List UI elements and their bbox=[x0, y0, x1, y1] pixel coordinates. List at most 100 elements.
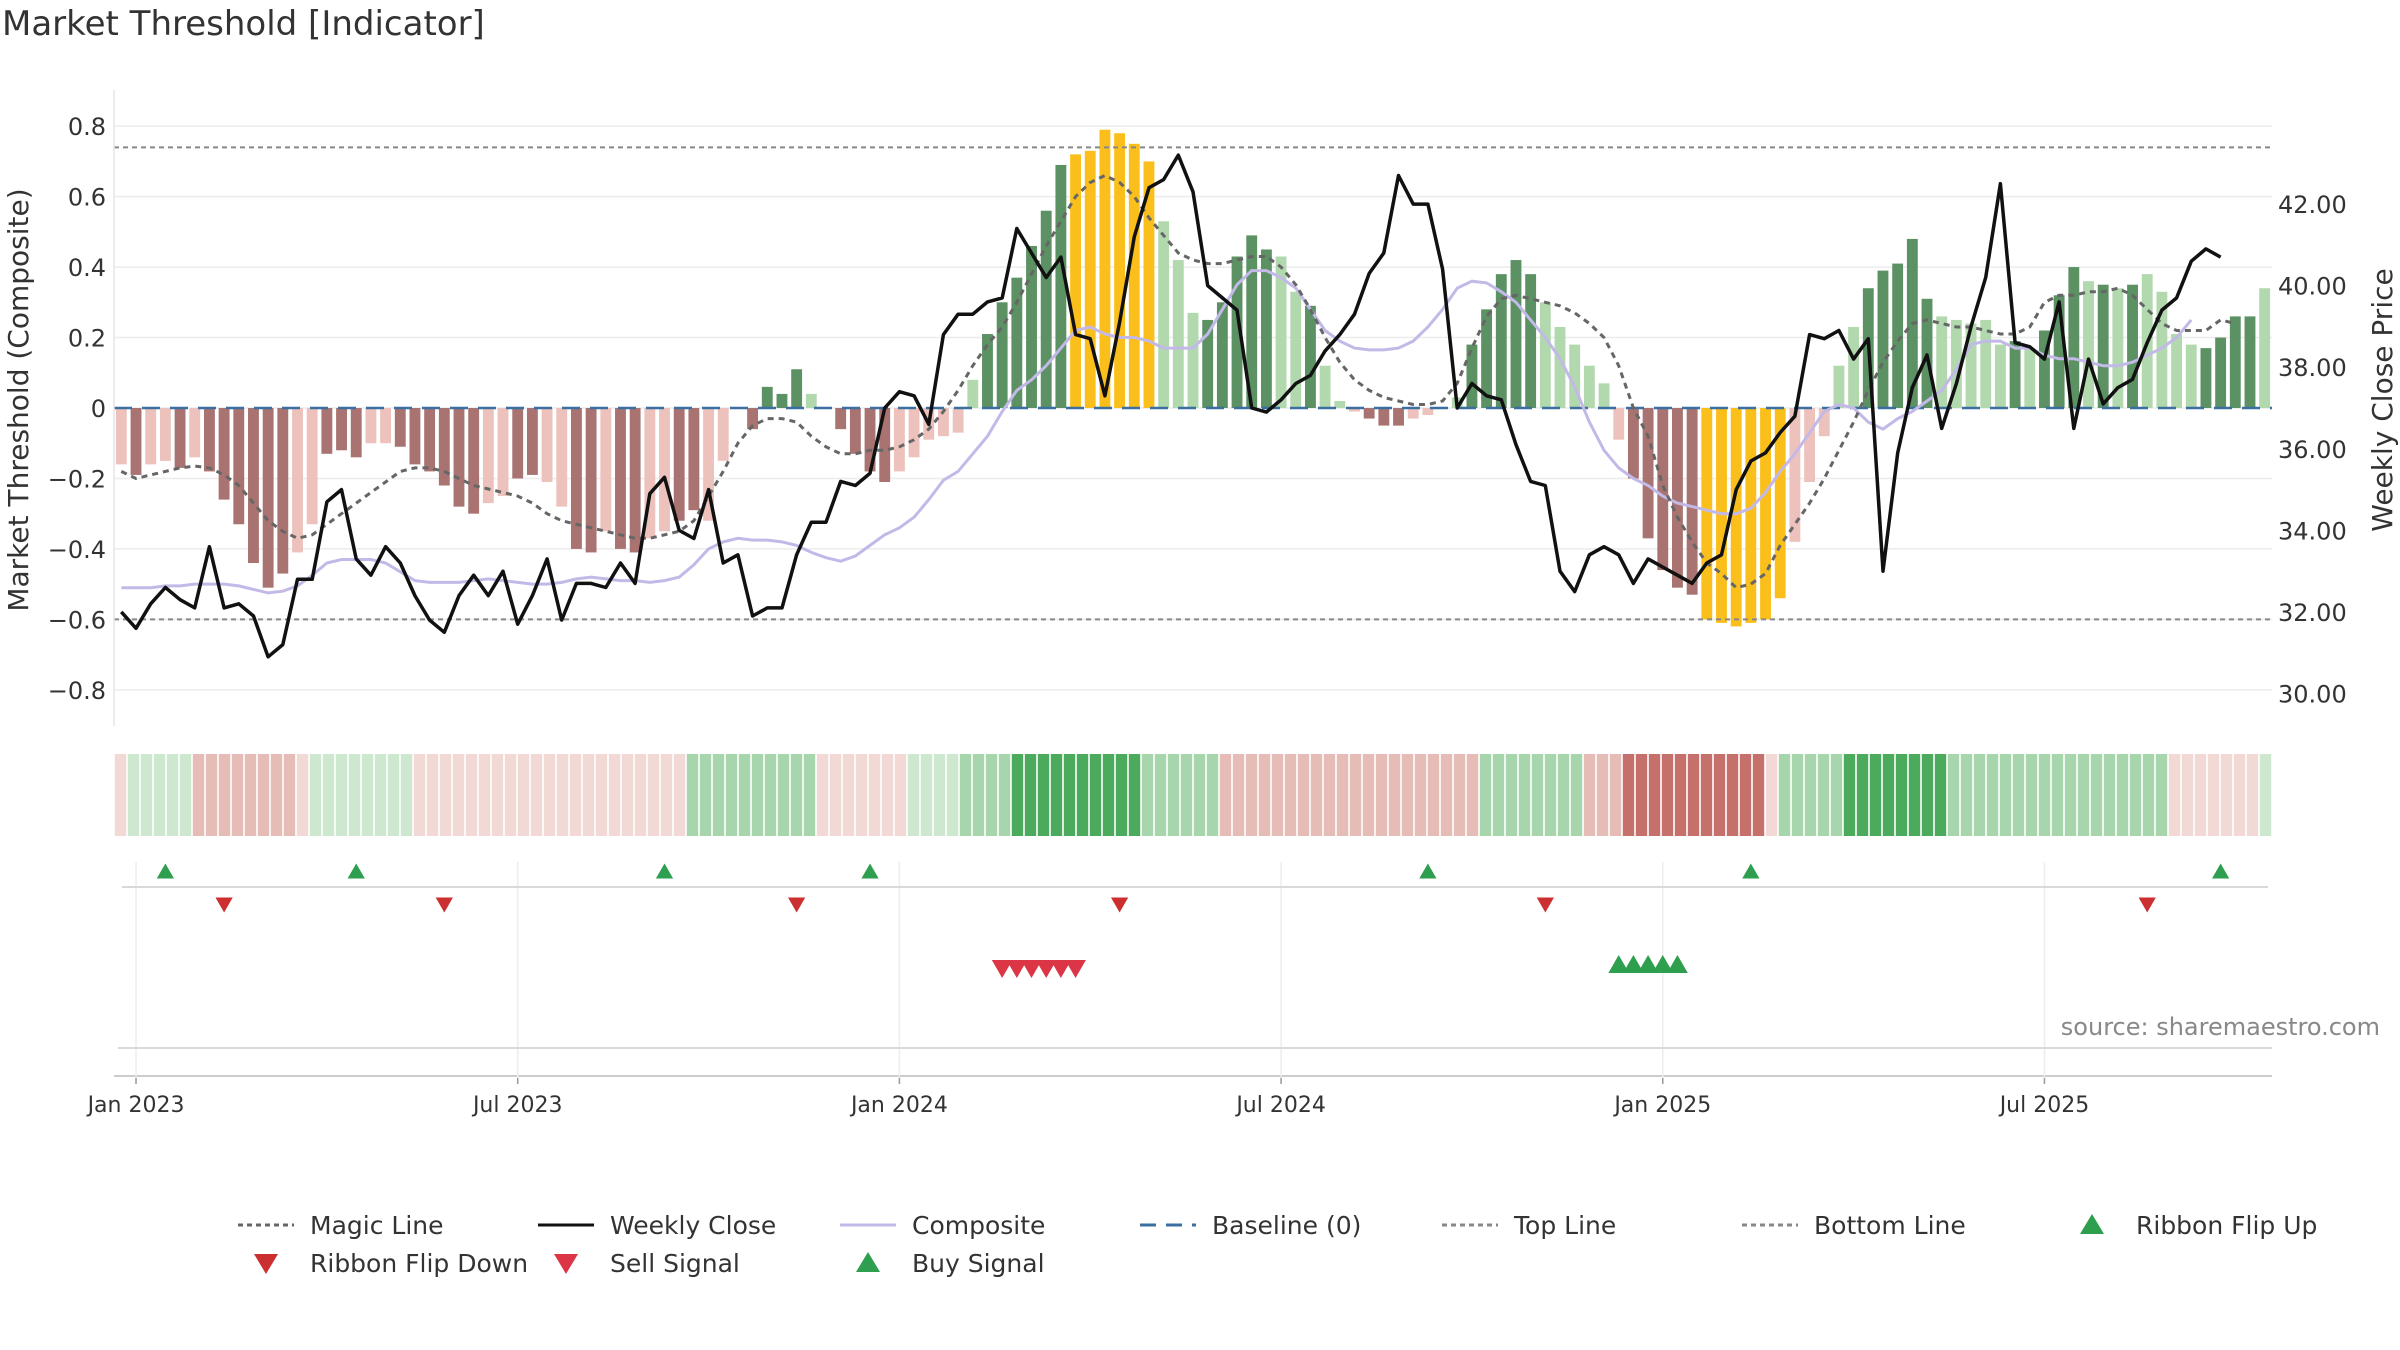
y2-tick-label: 34.00 bbox=[2278, 517, 2347, 545]
y2-tick-label: 36.00 bbox=[2278, 436, 2347, 464]
ribbon-cell bbox=[1596, 754, 1609, 836]
ribbon-cell bbox=[2103, 754, 2116, 836]
ribbon-cell bbox=[686, 754, 699, 836]
buy-signal-marker bbox=[1667, 955, 1688, 973]
legend-label: Composite bbox=[912, 1210, 1046, 1240]
ribbon-cell bbox=[2142, 754, 2155, 836]
ribbon-cell bbox=[946, 754, 959, 836]
ribbon-cell bbox=[1505, 754, 1518, 836]
ribbon-cell bbox=[907, 754, 920, 836]
threshold-bar bbox=[1099, 129, 1111, 409]
legend-symbol bbox=[1742, 1223, 1798, 1227]
legend-symbol bbox=[254, 1254, 278, 1274]
ribbon-cell bbox=[530, 754, 543, 836]
threshold-bar bbox=[835, 408, 847, 430]
ribbon-flip-down-marker bbox=[1110, 897, 1129, 913]
weekly-close-line bbox=[119, 153, 2222, 659]
signal-panels bbox=[118, 862, 2272, 1078]
ribbon-flip-down-marker bbox=[215, 897, 233, 913]
legend-item: Composite bbox=[838, 1210, 1045, 1240]
threshold-bar bbox=[2200, 348, 2212, 408]
legend-symbol bbox=[238, 1223, 294, 1227]
ribbon-cell bbox=[1765, 754, 1778, 836]
ribbon-cell bbox=[660, 754, 673, 836]
series-lines bbox=[119, 153, 2236, 659]
ribbon-cell bbox=[1726, 754, 1739, 836]
ribbon-cell bbox=[1154, 754, 1167, 836]
ribbon-flip-up-marker bbox=[2211, 863, 2230, 879]
threshold-bar bbox=[277, 408, 289, 574]
buy-signal-marker bbox=[1608, 955, 1630, 973]
ribbon-strip bbox=[114, 754, 2272, 836]
ribbon-cell bbox=[2207, 754, 2220, 836]
x-tick-label: Jul 2025 bbox=[1998, 1093, 2090, 1118]
ribbon-cell bbox=[2012, 754, 2025, 836]
ribbon-cell bbox=[1037, 754, 1050, 836]
legend-label: Top Line bbox=[1514, 1210, 1617, 1240]
threshold-bar bbox=[1613, 408, 1625, 440]
ribbon-cell bbox=[400, 754, 413, 836]
ribbon-cell bbox=[790, 754, 803, 836]
threshold-bar bbox=[1892, 263, 1904, 408]
threshold-bar bbox=[1760, 408, 1771, 620]
ribbon-cell bbox=[1362, 754, 1375, 836]
y2-tick-label: 30.00 bbox=[2278, 681, 2347, 709]
ribbon-cell bbox=[959, 754, 972, 836]
ribbon-cell bbox=[673, 754, 686, 836]
y-axis-label: Market Threshold (Composite) bbox=[2, 188, 35, 611]
buy-signal-marker bbox=[1652, 955, 1674, 973]
ribbon-cell bbox=[699, 754, 712, 836]
threshold-bar bbox=[292, 408, 303, 553]
legend-marker bbox=[856, 1252, 880, 1272]
y-tick-label: 0.8 bbox=[68, 113, 106, 141]
ribbon-cell bbox=[2129, 754, 2142, 836]
ribbon-cell bbox=[2155, 754, 2168, 836]
ribbon-cell bbox=[517, 754, 530, 836]
ribbon-cell bbox=[1024, 754, 1037, 836]
ribbon-cell bbox=[2220, 754, 2233, 836]
threshold-bar bbox=[1789, 408, 1801, 542]
threshold-bar bbox=[615, 408, 626, 549]
ribbon-cell bbox=[504, 754, 517, 836]
ribbon-cell bbox=[2181, 754, 2194, 836]
sell-signal-marker bbox=[1006, 960, 1028, 978]
x-tick-label: Jul 2023 bbox=[471, 1093, 563, 1118]
threshold-bar bbox=[600, 408, 612, 532]
legend-label: Buy Signal bbox=[912, 1248, 1045, 1278]
threshold-bar bbox=[218, 408, 230, 500]
threshold-bar bbox=[350, 408, 362, 458]
ribbon-cell bbox=[1583, 754, 1596, 836]
threshold-bar bbox=[879, 408, 891, 482]
ribbon-cell bbox=[465, 754, 478, 836]
ribbon-flip-down-marker bbox=[435, 897, 453, 913]
threshold-bar bbox=[2053, 295, 2065, 408]
threshold-bar bbox=[1583, 365, 1595, 408]
threshold-bar bbox=[659, 408, 670, 532]
ribbon-cell bbox=[1687, 754, 1700, 836]
ribbon-cell bbox=[1830, 754, 1843, 836]
legend-item: Sell Signal bbox=[536, 1248, 740, 1278]
legend-item: Ribbon Flip Up bbox=[2062, 1210, 2317, 1240]
legend-label: Sell Signal bbox=[610, 1248, 740, 1278]
ribbon-cell bbox=[1882, 754, 1895, 836]
threshold-bar bbox=[1936, 316, 1948, 408]
y-tick-label: −0.6 bbox=[48, 606, 106, 634]
ribbon-cell bbox=[2038, 754, 2051, 836]
threshold-bar bbox=[2024, 348, 2036, 408]
threshold-bar bbox=[1848, 326, 1860, 408]
ribbon-cell bbox=[257, 754, 270, 836]
ribbon-cell bbox=[1180, 754, 1193, 836]
ribbon-cell bbox=[1128, 754, 1141, 836]
ribbon-cell bbox=[1427, 754, 1440, 836]
ribbon-cell bbox=[1479, 754, 1492, 836]
ribbon-cell bbox=[1219, 754, 1232, 836]
threshold-bar bbox=[1143, 161, 1155, 408]
threshold-bar bbox=[776, 393, 788, 408]
threshold-bar bbox=[2068, 267, 2080, 408]
threshold-bar bbox=[1965, 323, 1977, 408]
ribbon-cell bbox=[2051, 754, 2064, 836]
ribbon-cell bbox=[244, 754, 257, 836]
legend-item: Ribbon Flip Down bbox=[236, 1248, 528, 1278]
ribbon-flip-up-marker bbox=[655, 863, 674, 879]
threshold-bar bbox=[438, 408, 450, 486]
